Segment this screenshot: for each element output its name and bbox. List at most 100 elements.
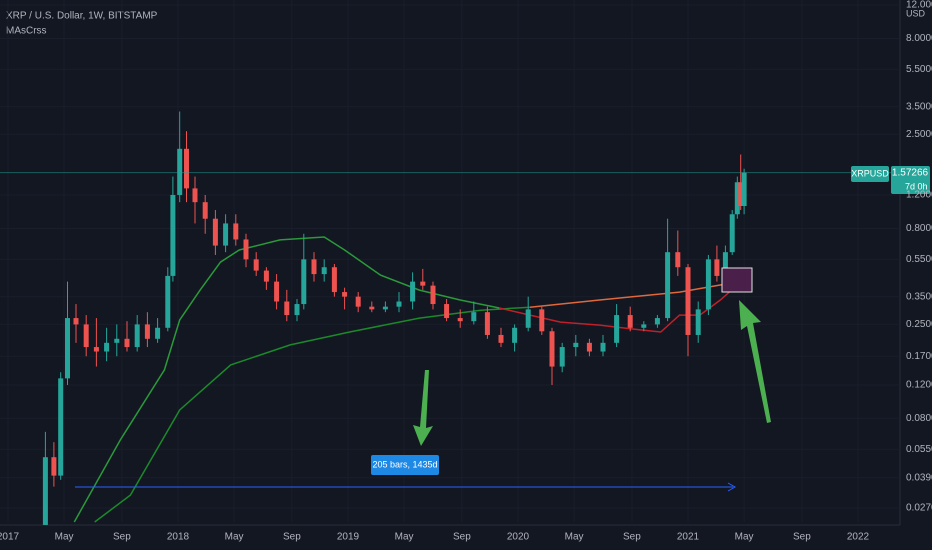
candle-body (420, 281, 426, 286)
y-tick-label: 12.00000 (906, 0, 932, 11)
candle-body (695, 309, 701, 335)
candle-body (654, 318, 660, 325)
candle-body (144, 324, 150, 339)
candle-body (301, 259, 307, 305)
price-tag-box (891, 166, 930, 194)
candle-body (396, 301, 402, 307)
candle-body (73, 318, 79, 325)
currency-label: USD (906, 8, 926, 18)
y-tick-label: 0.17000 (906, 351, 932, 362)
candle-body (294, 304, 300, 316)
candle-body (722, 252, 728, 276)
y-tick-label: 3.50000 (906, 101, 932, 112)
y-tick-label: 0.55000 (906, 254, 932, 265)
indicator-label: MAsCrss (6, 26, 47, 37)
candle-body (600, 342, 606, 352)
candle-body (641, 324, 647, 328)
candle-body (134, 324, 140, 348)
arrow-up (739, 300, 771, 423)
y-tick-label: 0.80000 (906, 223, 932, 234)
candle-body (525, 309, 531, 328)
candle-body (382, 306, 388, 310)
candle-body (42, 457, 48, 525)
candle-body (83, 324, 89, 348)
y-tick-label: 0.25000 (906, 319, 932, 330)
candle-body (665, 252, 671, 319)
candle-body (253, 259, 259, 271)
candle-body (369, 306, 375, 310)
candle-body (170, 194, 176, 276)
candle-body (734, 182, 740, 215)
candle-body (675, 252, 681, 268)
measure-arrow (727, 482, 737, 492)
candle-body (355, 296, 361, 307)
y-tick-label: 0.03900 (906, 472, 932, 483)
candle-body (192, 188, 198, 203)
arrow-down (413, 370, 433, 446)
candle-body (243, 239, 249, 260)
candle-body (738, 182, 744, 207)
x-tick-label: May (395, 532, 414, 543)
x-tick-label: Sep (283, 532, 301, 543)
candle-body (573, 342, 579, 348)
measure-label: 205 bars, 1435d (372, 459, 437, 469)
candle-body (539, 309, 545, 332)
candle-body (202, 202, 208, 219)
candle-body (284, 301, 290, 316)
candle-body (64, 318, 70, 379)
candle-body (729, 214, 735, 253)
candle-body (177, 148, 183, 195)
candle-body (263, 270, 269, 282)
x-tick-label: 2021 (677, 532, 700, 543)
candle-body (614, 315, 620, 343)
measure-box (371, 455, 439, 475)
y-tick-label: 0.08000 (906, 413, 932, 424)
x-tick-label: Sep (113, 532, 131, 543)
x-tick-label: Sep (453, 532, 471, 543)
x-tick-label: May (225, 532, 244, 543)
candle-body (58, 378, 64, 476)
y-tick-label: 0.05500 (906, 444, 932, 455)
x-tick-label: Sep (793, 532, 811, 543)
x-tick-label: 2019 (337, 532, 360, 543)
chart-title: XRP / U.S. Dollar, 1W, BITSTAMP (6, 11, 158, 22)
candle-body (233, 223, 239, 240)
candle-body (741, 172, 747, 207)
y-tick-label: 1.20000 (906, 190, 932, 201)
candle-body (430, 285, 436, 305)
candle-body (705, 259, 711, 310)
candle-body (444, 304, 450, 319)
candle-body (498, 334, 504, 343)
plot (0, 111, 900, 525)
y-tick-label: 0.35000 (906, 291, 932, 302)
candle-body (274, 281, 280, 302)
candle-body (685, 267, 691, 335)
candle-body (457, 318, 463, 322)
x-tick-label: Sep (623, 532, 641, 543)
candle-body (586, 342, 592, 352)
candle-body (311, 259, 317, 275)
candle-body (223, 223, 229, 246)
y-tick-label: 2.50000 (906, 129, 932, 140)
candle-body (212, 218, 218, 246)
last-price: 1.57266 (892, 168, 929, 179)
x-tick-label: 2022 (847, 532, 870, 543)
candle-body (471, 312, 477, 322)
x-tick-label: 2018 (167, 532, 190, 543)
candle-body (627, 315, 633, 328)
candle-body (114, 338, 120, 343)
candle-body (410, 281, 416, 302)
candle-body (484, 312, 490, 335)
candle-body (512, 327, 518, 343)
candle-body (714, 259, 720, 276)
y-tick-label: 0.02700 (906, 503, 932, 514)
candle-body (321, 267, 327, 275)
candle-body (183, 148, 189, 189)
x-tick-label: May (565, 532, 584, 543)
y-tick-label: 0.12000 (906, 380, 932, 391)
x-tick-label: May (735, 532, 754, 543)
candle-body (51, 457, 57, 476)
candle-body (93, 347, 99, 352)
